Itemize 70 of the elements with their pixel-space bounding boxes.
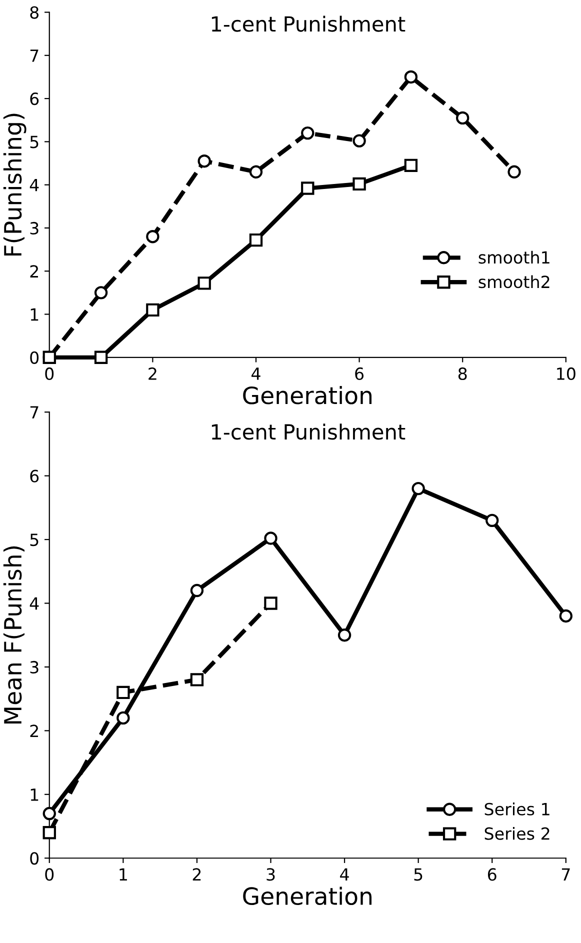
- point: [338, 628, 352, 642]
- point: [301, 126, 314, 140]
- y-tick-label: 7: [30, 50, 38, 62]
- y-tick-label: 4: [30, 179, 39, 192]
- point: [42, 826, 56, 840]
- point: [116, 711, 130, 725]
- y-tick-label: 1: [30, 788, 38, 801]
- y-tick-label: 6: [30, 470, 39, 482]
- y-axis-title: Mean F(Punish): [3, 546, 24, 724]
- y-axis-title: F(Punishing): [3, 114, 26, 256]
- x-tick-label: 6: [355, 367, 364, 380]
- point: [198, 276, 211, 290]
- legend-label: smooth2: [478, 275, 550, 288]
- x-tick-label: 4: [252, 368, 260, 380]
- point: [249, 165, 263, 178]
- x-axis-title: Generation: [243, 886, 372, 906]
- y-tick-label: 5: [30, 534, 38, 546]
- point: [94, 286, 108, 300]
- x-tick-label: 2: [148, 367, 156, 380]
- x-tick-label: 0: [45, 367, 54, 380]
- legend-label: smooth1: [478, 250, 550, 264]
- point: [352, 134, 366, 148]
- point: [146, 230, 160, 244]
- point: [456, 111, 470, 125]
- y-tick-label: 1: [30, 308, 38, 321]
- y-tick-label: 7: [30, 406, 38, 418]
- legend-label: Series 2: [484, 827, 550, 840]
- point: [249, 233, 263, 247]
- y-tick-label: 2: [30, 265, 38, 278]
- point: [146, 303, 160, 317]
- point: [301, 182, 314, 195]
- x-tick-label: 8: [458, 367, 467, 380]
- y-tick-label: 0: [30, 351, 39, 364]
- x-tick-label: 5: [414, 868, 422, 881]
- point: [508, 165, 521, 178]
- point: [486, 514, 499, 528]
- point: [412, 482, 425, 496]
- x-tick-label: 3: [266, 868, 275, 881]
- x-axis-title: Generation: [243, 386, 372, 404]
- y-tick-label: 4: [30, 597, 39, 610]
- x-tick-label: 6: [488, 868, 496, 881]
- point: [352, 177, 366, 191]
- x-tick-label: 2: [192, 868, 201, 881]
- point: [42, 806, 56, 820]
- x-tick-label: 10: [557, 367, 576, 380]
- point: [404, 158, 418, 172]
- legend-label: Series 1: [484, 802, 550, 816]
- x-tick-label: 7: [562, 868, 570, 881]
- y-tick-label: 6: [30, 92, 39, 106]
- x-tick-label: 4: [340, 868, 349, 881]
- chart-title: 1-cent Punishment: [212, 16, 406, 32]
- point: [116, 686, 130, 700]
- point: [190, 584, 204, 598]
- point: [404, 70, 418, 84]
- point: [94, 350, 108, 364]
- point: [190, 673, 204, 686]
- y-tick-label: 0: [30, 852, 39, 865]
- point: [264, 532, 278, 545]
- point: [559, 609, 572, 623]
- point: [42, 350, 56, 364]
- chart-title: 1-cent Punishment: [212, 424, 406, 440]
- y-tick-label: 3: [30, 660, 38, 674]
- y-tick-label: 8: [30, 6, 39, 19]
- y-tick-label: 3: [30, 222, 38, 235]
- y-tick-label: 2: [30, 724, 38, 738]
- y-tick-label: 5: [30, 136, 38, 148]
- x-tick-label: 1: [120, 868, 127, 881]
- point: [198, 154, 211, 168]
- x-tick-label: 0: [45, 868, 54, 881]
- point: [264, 596, 278, 610]
